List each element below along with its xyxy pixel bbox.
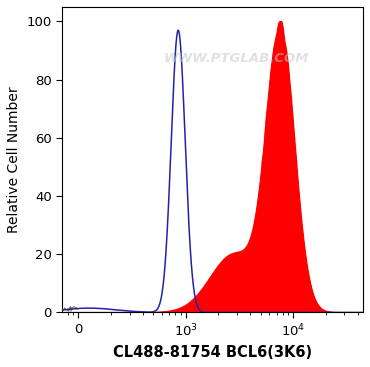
- X-axis label: CL488-81754 BCL6(3K6): CL488-81754 BCL6(3K6): [113, 345, 312, 360]
- Text: WWW.PTGLAB.COM: WWW.PTGLAB.COM: [164, 52, 309, 65]
- Y-axis label: Relative Cell Number: Relative Cell Number: [7, 86, 21, 233]
